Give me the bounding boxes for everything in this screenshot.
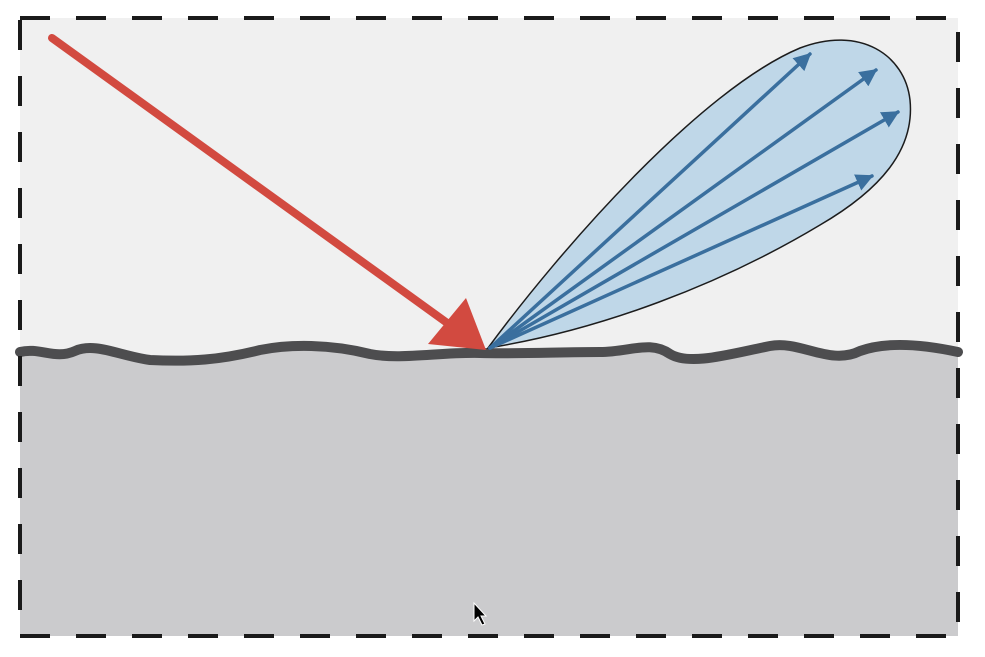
mouse-pointer-icon bbox=[473, 601, 488, 626]
reflected-ray bbox=[488, 52, 812, 350]
incident-ray bbox=[48, 34, 486, 350]
dashed-frame bbox=[18, 16, 960, 638]
reflected-ray bbox=[488, 110, 900, 350]
material-region bbox=[20, 344, 958, 636]
incident-ray-shaft bbox=[48, 34, 454, 329]
reflected-rays bbox=[488, 52, 900, 350]
reflection-lobe bbox=[486, 39, 912, 350]
incident-ray-arrowhead bbox=[428, 298, 486, 350]
reflected-ray bbox=[488, 68, 878, 350]
reflected-ray bbox=[488, 174, 874, 350]
rough-surface-line bbox=[15, 339, 963, 366]
